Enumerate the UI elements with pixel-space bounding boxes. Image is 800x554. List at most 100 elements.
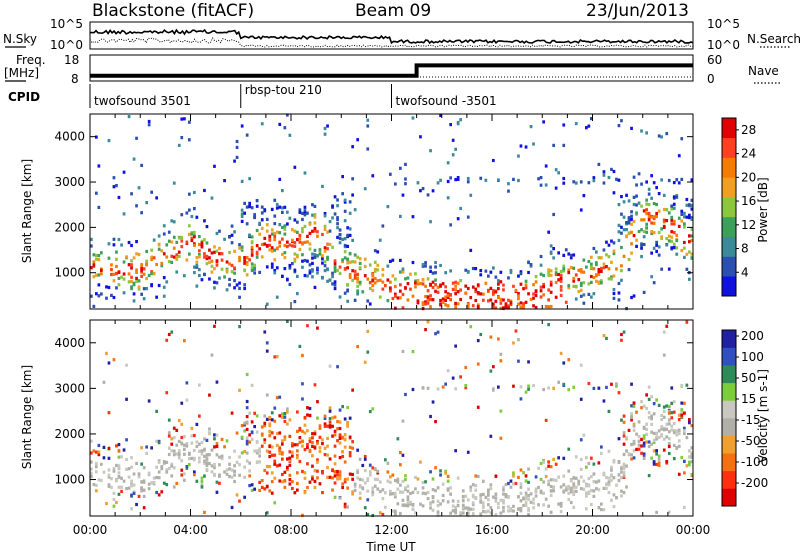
heatmap-cell — [155, 490, 159, 495]
heatmap-cell — [117, 283, 121, 287]
heatmap-cell — [157, 493, 161, 497]
heatmap-cell — [265, 417, 269, 421]
heatmap-cell — [424, 492, 427, 496]
heatmap-cell — [288, 458, 292, 462]
heatmap-cell — [590, 488, 593, 493]
heatmap-cell — [461, 489, 465, 493]
heatmap-cell — [137, 279, 141, 283]
heatmap-cell — [690, 473, 694, 477]
heatmap-cell — [504, 305, 508, 309]
heatmap-cell — [353, 260, 357, 264]
heatmap-cell — [509, 509, 513, 513]
heatmap-cell — [630, 404, 633, 408]
heatmap-cell — [233, 479, 236, 484]
heatmap-cell — [572, 180, 576, 184]
heatmap-cell — [283, 126, 287, 130]
heatmap-cell — [579, 180, 583, 184]
heatmap-cell — [293, 300, 297, 304]
heatmap-cell — [386, 205, 390, 209]
heatmap-cell — [140, 211, 144, 215]
heatmap-cell — [484, 281, 488, 285]
heatmap-cell — [130, 483, 133, 487]
heatmap-cell — [683, 471, 686, 475]
heatmap-cell — [190, 214, 194, 219]
heatmap-cell — [303, 273, 307, 278]
heatmap-cell — [167, 260, 171, 264]
heatmap-cell — [406, 498, 410, 502]
heatmap-cell — [150, 283, 154, 287]
colorbar-swatch — [722, 488, 736, 507]
heatmap-cell — [502, 498, 505, 503]
heatmap-cell — [366, 329, 370, 333]
heatmap-cell — [157, 234, 161, 238]
heatmap-cell — [218, 463, 221, 467]
heatmap-cell — [512, 482, 515, 486]
heatmap-cell — [456, 176, 460, 180]
heatmap-cell — [572, 284, 576, 288]
heatmap-cell — [172, 426, 176, 430]
heatmap-cell — [303, 415, 307, 420]
heatmap-cell — [492, 266, 495, 270]
heatmap-cell — [90, 471, 93, 475]
heatmap-cell — [190, 238, 194, 243]
heatmap-cell — [301, 469, 304, 474]
heatmap-cell — [409, 491, 412, 496]
heatmap-cell — [592, 267, 596, 271]
heatmap-cell — [683, 255, 686, 259]
heatmap-cell — [183, 117, 186, 121]
heatmap-cell — [253, 265, 257, 269]
heatmap-cell — [662, 220, 666, 224]
cpid-segment-label: twofsound -3501 — [396, 94, 497, 108]
heatmap-cell — [567, 358, 571, 362]
heatmap-cell — [218, 229, 221, 233]
heatmap-cell — [301, 513, 304, 517]
heatmap-cell — [489, 270, 493, 274]
heatmap-cell — [323, 453, 327, 457]
heatmap-cell — [286, 457, 289, 461]
heatmap-cell — [670, 230, 674, 234]
heatmap-cell — [424, 284, 427, 288]
heatmap-cell — [203, 255, 206, 259]
heatmap-cell — [368, 410, 372, 414]
heatmap-cell — [544, 164, 548, 168]
heatmap-cell — [672, 431, 676, 435]
heatmap-cell — [652, 181, 656, 185]
heatmap-cell — [150, 271, 154, 276]
heatmap-cell — [258, 454, 262, 458]
heatmap-cell — [527, 507, 530, 511]
heatmap-cell — [308, 480, 312, 484]
heatmap-cell — [627, 216, 631, 220]
heatmap-cell — [95, 135, 98, 139]
heatmap-cell — [429, 414, 432, 419]
heatmap-cell — [504, 495, 508, 499]
heatmap-cell — [451, 376, 455, 380]
heatmap-cell — [333, 266, 337, 270]
heatmap-cell — [482, 492, 485, 496]
heatmap-cell — [233, 286, 236, 290]
heatmap-cell — [419, 189, 422, 193]
heatmap-cell — [348, 454, 352, 458]
heatmap-cell — [514, 329, 518, 333]
heatmap-cell — [622, 200, 626, 204]
heatmap-cell — [265, 223, 269, 227]
heatmap-cell — [482, 504, 485, 508]
heatmap-cell — [265, 471, 269, 475]
heatmap-cell — [507, 276, 510, 280]
heatmap-cell — [632, 456, 636, 460]
heatmap-cell — [228, 283, 231, 287]
heatmap-cell — [170, 462, 174, 466]
x-tick-label: 16:00 — [475, 523, 510, 537]
heatmap-cell — [321, 442, 324, 446]
heatmap-cell — [363, 481, 367, 485]
heatmap-cell — [321, 491, 324, 495]
heatmap-cell — [135, 279, 138, 283]
heatmap-cell — [238, 455, 241, 459]
heatmap-cell — [225, 472, 229, 476]
heatmap-cell — [572, 485, 576, 489]
heatmap-cell — [454, 280, 458, 284]
heatmap-cell — [200, 278, 204, 282]
heatmap-cell — [446, 295, 450, 299]
heatmap-cell — [160, 467, 164, 471]
heatmap-cell — [672, 195, 676, 199]
heatmap-cell — [630, 457, 633, 461]
